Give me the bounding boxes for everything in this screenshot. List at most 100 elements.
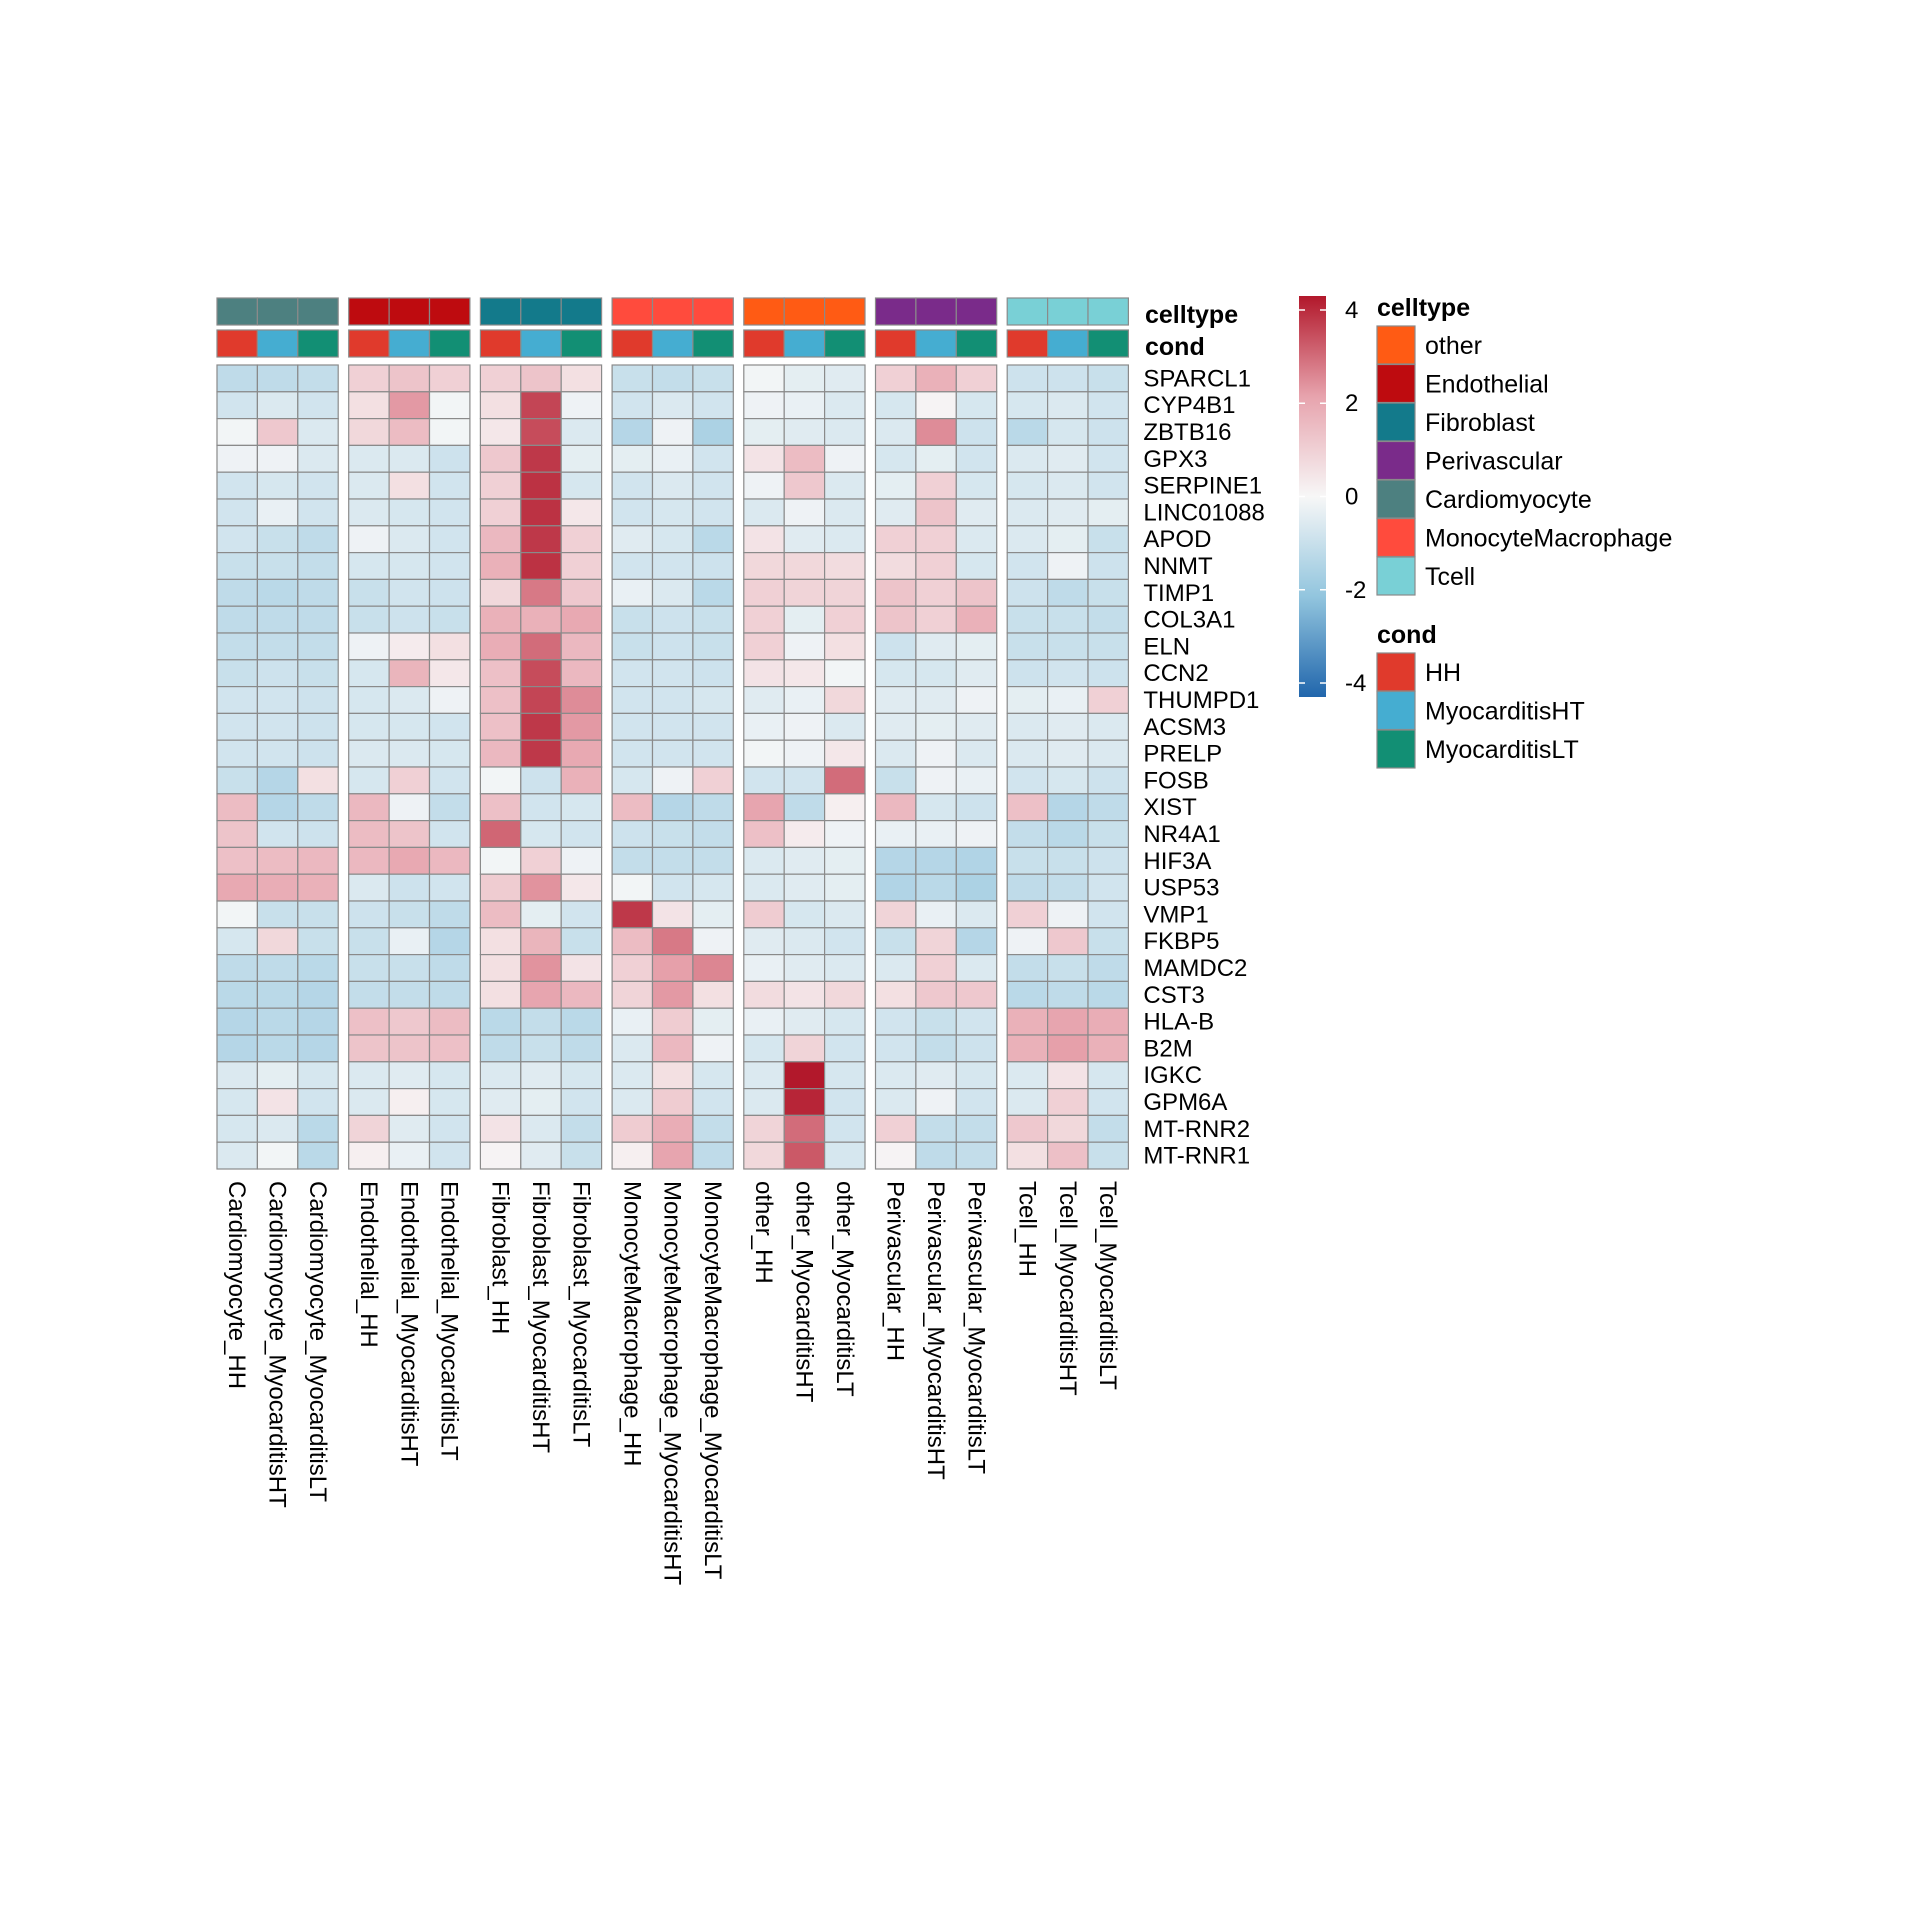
heatmap-cell bbox=[823, 980, 866, 1009]
heatmap-cell bbox=[915, 444, 957, 473]
heatmap-cell bbox=[955, 1007, 998, 1036]
heatmap-cell bbox=[783, 685, 826, 714]
heatmap-cell bbox=[651, 364, 694, 393]
heatmap-cell bbox=[1087, 444, 1130, 473]
heatmap-cell bbox=[1046, 444, 1089, 473]
heatmap-cell bbox=[743, 1061, 785, 1090]
heatmap-cell bbox=[1006, 793, 1049, 822]
heatmap-cell bbox=[611, 793, 654, 822]
heatmap-cell bbox=[1087, 1061, 1130, 1090]
heatmap-cell bbox=[388, 980, 431, 1009]
heatmap-cell bbox=[520, 525, 562, 554]
column-label-monocytemacrophage-myocarditislt: MonocyteMacrophage_MyocarditisLT bbox=[699, 1181, 726, 1580]
heatmap-cell bbox=[388, 793, 431, 822]
heatmap-cell bbox=[1006, 632, 1049, 661]
heatmap-cell bbox=[560, 444, 603, 473]
heatmap-cell bbox=[955, 444, 998, 473]
heatmap-cell bbox=[256, 900, 299, 929]
heatmap-cell bbox=[915, 819, 957, 848]
heatmap-cell bbox=[479, 632, 522, 661]
heatmap-cell bbox=[388, 1141, 431, 1170]
column-label-perivascular-hh: Perivascular_HH bbox=[882, 1181, 909, 1361]
heatmap-cell bbox=[1006, 712, 1049, 741]
heatmap-cell bbox=[874, 498, 917, 527]
heatmap-cell bbox=[1006, 605, 1049, 634]
heatmap-cell bbox=[823, 1141, 866, 1170]
row-label-nnmt: NNMT bbox=[1143, 553, 1213, 580]
heatmap-cell bbox=[1006, 1114, 1049, 1143]
heatmap-cell bbox=[348, 391, 390, 420]
heatmap-cell bbox=[1087, 953, 1130, 982]
heatmap-cell bbox=[520, 766, 562, 795]
heatmap-cell bbox=[611, 685, 654, 714]
heatmap-cell bbox=[479, 1141, 522, 1170]
heatmap-cell bbox=[256, 1007, 299, 1036]
heatmap-cell bbox=[783, 1087, 826, 1116]
heatmap-cell bbox=[1006, 739, 1049, 768]
heatmap-cell bbox=[428, 1061, 471, 1090]
heatmap-cell bbox=[1087, 551, 1130, 580]
heatmap-cell bbox=[783, 819, 826, 848]
heatmap-cell bbox=[1087, 927, 1130, 956]
heatmap-cell bbox=[348, 1061, 390, 1090]
heatmap-cell bbox=[874, 578, 917, 607]
column-label-other-myocarditisht: other_MyocarditisHT bbox=[790, 1181, 817, 1403]
heatmap-cell bbox=[692, 1141, 734, 1170]
heatmap-cell bbox=[743, 1114, 785, 1143]
heatmap-cell bbox=[1006, 953, 1049, 982]
heatmap-cell bbox=[388, 1034, 431, 1063]
heatmap-cell bbox=[611, 632, 654, 661]
heatmap-cell bbox=[915, 1087, 957, 1116]
heatmap-cell bbox=[1046, 980, 1089, 1009]
heatmap-cell bbox=[216, 391, 259, 420]
heatmap-cell bbox=[216, 900, 259, 929]
celltype-legend-swatch-monocytemacrophage bbox=[1376, 517, 1416, 558]
heatmap-cell bbox=[874, 739, 917, 768]
heatmap-cell bbox=[256, 391, 299, 420]
heatmap-cell bbox=[692, 819, 734, 848]
heatmap-cell bbox=[611, 846, 654, 875]
heatmap-cell bbox=[1046, 1087, 1089, 1116]
heatmap-cell bbox=[1046, 1141, 1089, 1170]
heatmap-cell bbox=[520, 685, 562, 714]
heatmap-cell bbox=[1087, 471, 1130, 500]
heatmap-cell bbox=[560, 953, 603, 982]
heatmap-cell bbox=[520, 1034, 562, 1063]
heatmap-cell bbox=[216, 712, 259, 741]
heatmap-cell bbox=[520, 873, 562, 902]
heatmap-cell bbox=[651, 766, 694, 795]
heatmap-cell bbox=[783, 391, 826, 420]
heatmap-cell bbox=[874, 659, 917, 688]
heatmap-cell bbox=[560, 766, 603, 795]
heatmap-cell bbox=[216, 578, 259, 607]
heatmap-cell bbox=[216, 980, 259, 1009]
celltype-annotation-cell bbox=[428, 297, 471, 326]
heatmap-cell bbox=[823, 873, 866, 902]
heatmap-cell bbox=[743, 685, 785, 714]
heatmap-cell bbox=[651, 1141, 694, 1170]
heatmap-cell bbox=[611, 1141, 654, 1170]
heatmap-cell bbox=[388, 391, 431, 420]
heatmap-cell bbox=[297, 712, 339, 741]
heatmap-cell bbox=[823, 498, 866, 527]
heatmap-cell bbox=[955, 1114, 998, 1143]
column-annotations bbox=[216, 297, 1130, 358]
heatmap-cell bbox=[743, 525, 785, 554]
heatmap-cell bbox=[874, 471, 917, 500]
heatmap-cell bbox=[874, 418, 917, 447]
annotation-labels: celltype cond bbox=[1145, 301, 1238, 361]
heatmap-cell bbox=[651, 846, 694, 875]
heatmap-cell bbox=[955, 900, 998, 929]
heatmap-cell bbox=[1046, 1114, 1089, 1143]
heatmap-cell bbox=[388, 444, 431, 473]
heatmap-cell bbox=[874, 980, 917, 1009]
heatmap-cell bbox=[651, 418, 694, 447]
heatmap-cell bbox=[479, 1114, 522, 1143]
heatmap-cell bbox=[915, 793, 957, 822]
heatmap-cell bbox=[520, 1087, 562, 1116]
heatmap-cell bbox=[560, 793, 603, 822]
heatmap-cell bbox=[823, 551, 866, 580]
heatmap-cell bbox=[297, 391, 339, 420]
heatmap-cell bbox=[651, 819, 694, 848]
heatmap-cell bbox=[874, 632, 917, 661]
